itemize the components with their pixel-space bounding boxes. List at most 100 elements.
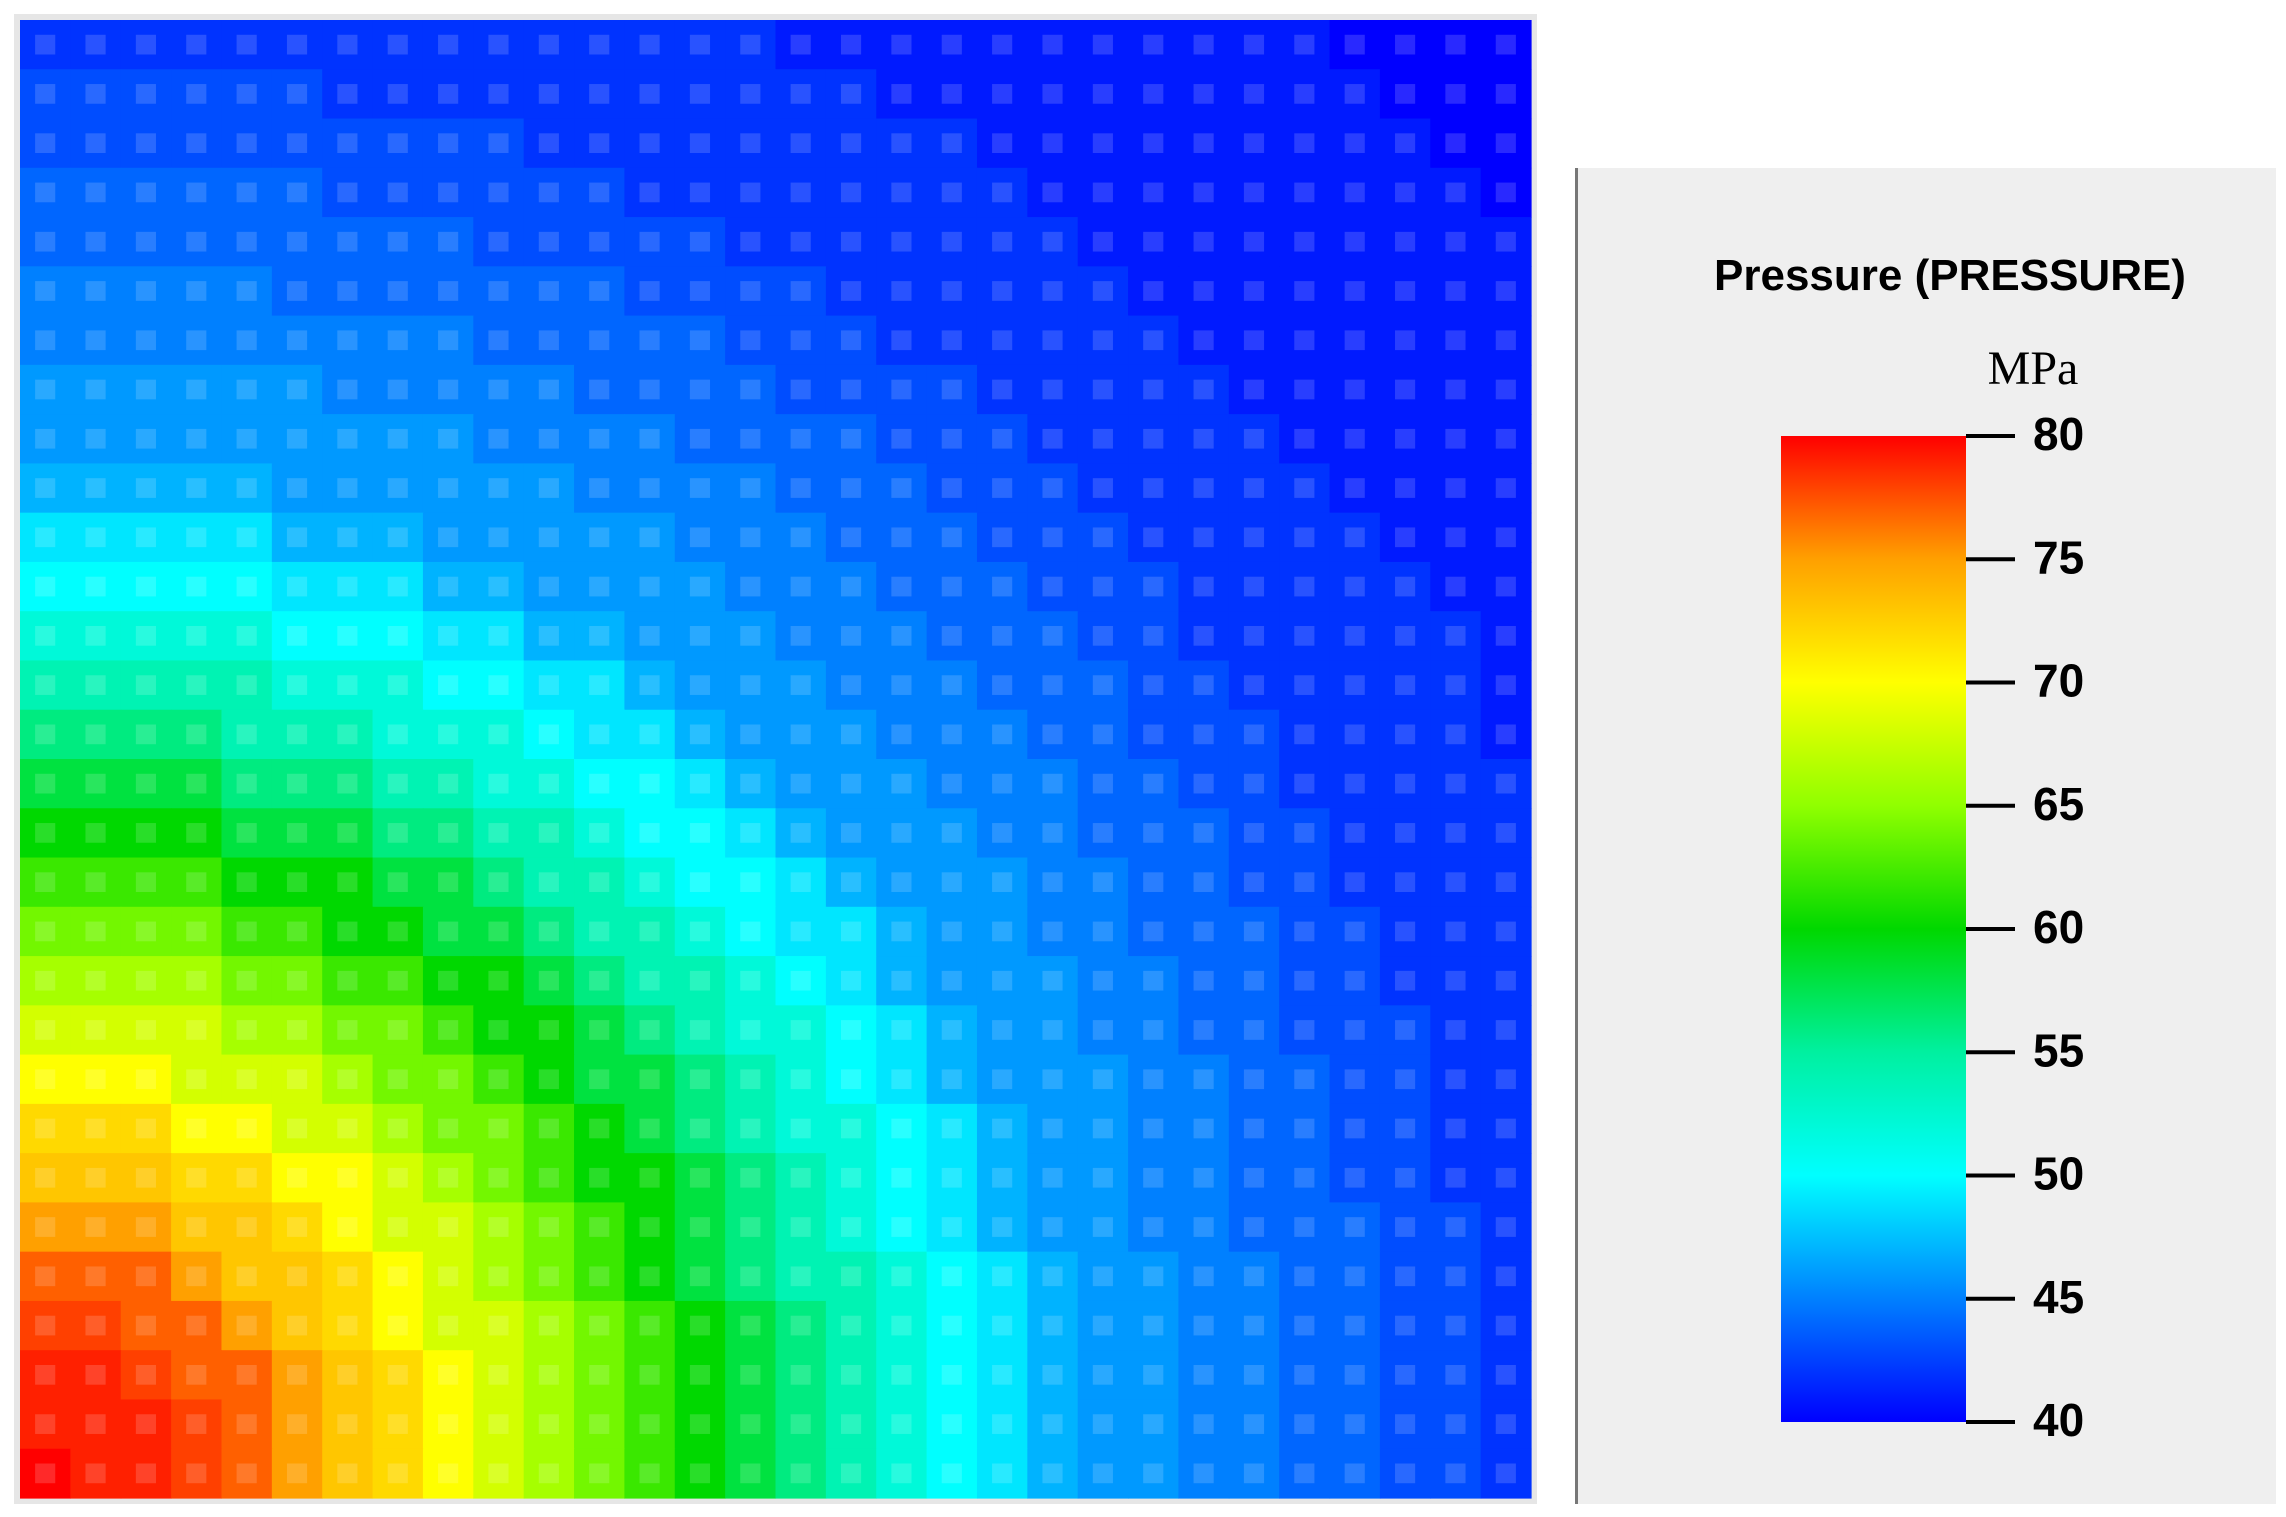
cell: [674, 512, 726, 563]
cell: [825, 266, 877, 317]
cell: [624, 364, 676, 415]
cell-highlight: [1042, 379, 1063, 400]
cell: [422, 1251, 474, 1302]
cell: [775, 1005, 827, 1056]
cell: [20, 364, 71, 415]
cell-highlight: [438, 281, 459, 301]
cell-highlight: [1092, 379, 1113, 400]
cell-highlight: [236, 133, 257, 154]
cell: [574, 956, 625, 1006]
cell-highlight: [1495, 1069, 1516, 1090]
cell: [574, 857, 625, 908]
cell: [322, 1005, 374, 1056]
cell: [725, 118, 777, 169]
cell: [271, 315, 323, 366]
cell: [422, 69, 474, 120]
cell: [372, 759, 424, 809]
cell: [725, 1448, 777, 1499]
cell: [271, 660, 323, 711]
cell: [322, 1153, 374, 1203]
cell: [20, 512, 71, 563]
cell: [372, 1399, 424, 1450]
cell: [624, 217, 676, 267]
cell: [976, 512, 1028, 563]
cell-highlight: [85, 1364, 106, 1385]
cell-highlight: [387, 478, 408, 498]
cell: [1128, 1448, 1180, 1499]
cell-highlight: [992, 34, 1013, 55]
cell-highlight: [1143, 1315, 1164, 1336]
cell-highlight: [840, 1315, 862, 1336]
cell: [120, 315, 172, 366]
cell-highlight: [840, 1414, 862, 1434]
cell: [221, 759, 273, 809]
cell: [372, 1448, 424, 1499]
cell-highlight: [1193, 970, 1214, 991]
cell: [271, 709, 323, 760]
cell-highlight: [790, 231, 811, 252]
cell-highlight: [1193, 478, 1214, 498]
cell: [976, 167, 1028, 218]
cell: [775, 1103, 827, 1154]
cell-highlight: [1395, 823, 1416, 843]
cell: [171, 808, 223, 859]
cell: [171, 20, 223, 70]
cell: [1379, 69, 1431, 120]
cell-highlight: [85, 34, 106, 55]
cell: [372, 266, 424, 317]
cell: [1128, 512, 1180, 563]
cell: [876, 1300, 928, 1351]
cell-highlight: [639, 1069, 660, 1090]
cell: [976, 857, 1028, 908]
cell: [876, 69, 928, 120]
cell-highlight: [135, 133, 156, 154]
cell-highlight: [135, 1364, 156, 1385]
cell: [1128, 315, 1180, 366]
cell-highlight: [891, 1266, 912, 1287]
cell-highlight: [790, 1463, 811, 1484]
cell: [674, 1300, 726, 1351]
cell: [1329, 561, 1381, 612]
cell: [1329, 611, 1381, 662]
cell: [1128, 414, 1180, 464]
cell-highlight: [337, 281, 358, 301]
cell-highlight: [135, 478, 156, 498]
cell-highlight: [1294, 330, 1315, 351]
cell-highlight: [689, 281, 711, 301]
cell-highlight: [589, 1315, 610, 1336]
cell: [422, 167, 474, 218]
cell-highlight: [337, 724, 358, 745]
cell: [1329, 364, 1381, 415]
cell-highlight: [639, 1463, 660, 1484]
cell: [624, 660, 676, 711]
cell-highlight: [1344, 724, 1365, 745]
cell: [876, 1399, 928, 1450]
cell-highlight: [186, 773, 207, 794]
cell-highlight: [1445, 1118, 1466, 1139]
cell-highlight: [85, 1167, 106, 1188]
cell: [674, 759, 726, 809]
cell: [1128, 709, 1180, 760]
cell-highlight: [1445, 133, 1466, 154]
cell: [1027, 20, 1079, 70]
cell: [1128, 167, 1180, 218]
cell-highlight: [1395, 34, 1416, 55]
cell: [473, 1350, 525, 1401]
cell: [1379, 759, 1431, 809]
cell: [825, 808, 877, 859]
cell: [422, 1054, 474, 1105]
cell-highlight: [840, 379, 862, 400]
cell-highlight: [1243, 823, 1265, 843]
cell: [725, 512, 777, 563]
cell: [1279, 1054, 1331, 1105]
cell: [322, 611, 374, 662]
cell-highlight: [790, 1266, 811, 1287]
cell-highlight: [1294, 1118, 1315, 1139]
cell-highlight: [1344, 773, 1365, 794]
cell-highlight: [186, 823, 207, 843]
cell-highlight: [538, 872, 559, 893]
cell-highlight: [790, 1167, 811, 1188]
cell-highlight: [740, 823, 761, 843]
cell: [70, 364, 122, 415]
cell-highlight: [992, 231, 1013, 252]
